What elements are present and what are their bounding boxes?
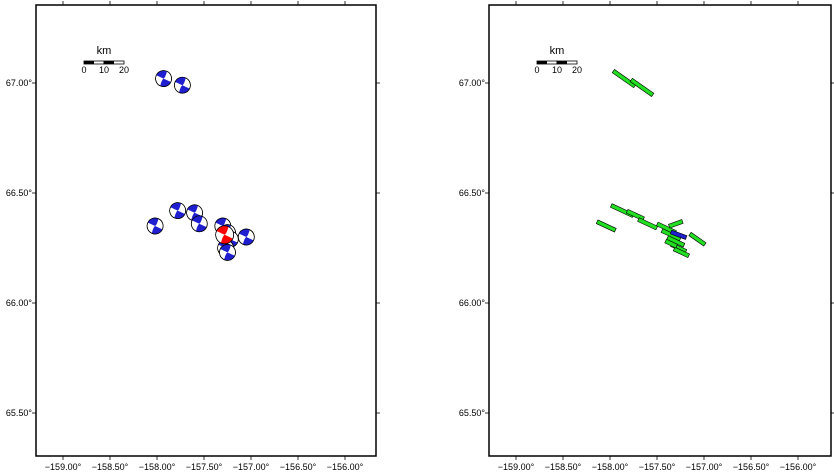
lon-tick-label: −158.00°	[592, 462, 629, 472]
lon-tick-label: −157.50°	[639, 462, 676, 472]
lon-tick-label: −156.50°	[733, 462, 770, 472]
map-panel-right: −159.00° −158.50° −158.00° −157.50° −157.00°…	[459, 1, 834, 472]
beachball-quadrant	[192, 215, 203, 224]
lon-tick-label: −156.50°	[280, 462, 317, 472]
lon-tick-label: −158.50°	[545, 462, 582, 472]
focal-mechanism-icon	[219, 244, 236, 261]
lon-tick-label: −157.50°	[186, 462, 223, 472]
fault-plane	[595, 219, 617, 233]
focal-mechanism-icon	[237, 228, 255, 246]
beachball-quadrant	[187, 204, 198, 213]
lat-tick-label: 66.50°	[6, 188, 33, 198]
scale-bar-unit: km	[550, 45, 565, 57]
beachball-quadrant	[195, 223, 207, 232]
fault-plane	[668, 219, 684, 229]
lat-tick-label: 67.00°	[459, 78, 486, 88]
lon-tick-label: −157.00°	[686, 462, 723, 472]
lon-tick-label: −158.50°	[92, 462, 129, 472]
scale-bar-unit: km	[97, 45, 112, 57]
lon-tick-label: −159.00°	[45, 462, 82, 472]
beachball-rim	[169, 202, 187, 219]
lon-tick-label: −156.00°	[327, 462, 364, 472]
fault-plane	[611, 69, 637, 89]
scale-bar-label: 0	[534, 65, 539, 75]
fault-plane	[637, 217, 658, 231]
lat-tick-label: 67.00°	[6, 78, 33, 88]
scale-bar-label: 20	[119, 65, 129, 75]
beachball-quadrant	[170, 202, 182, 211]
map-panel-left: −159.00° −158.50° −158.00° −157.50° −157.00°…	[6, 1, 380, 472]
scale-bar-label: 10	[99, 65, 109, 75]
lat-tick-label: 66.00°	[6, 298, 33, 308]
beachball-quadrant	[147, 218, 159, 226]
beachball-rim	[174, 76, 191, 94]
lat-tick-label: 65.50°	[6, 408, 33, 418]
beachball-quadrant	[178, 85, 190, 94]
fault-plane	[664, 238, 678, 249]
scale-bar-label: 20	[572, 65, 582, 75]
beachball-quadrant	[216, 225, 229, 235]
scale-bar-fill	[537, 61, 547, 64]
focal-mechanism-icon	[215, 225, 235, 245]
scale-bar-fill	[104, 61, 114, 64]
beachball-quadrant	[239, 229, 250, 237]
beachball-quadrant	[156, 70, 167, 79]
scale-bar-fill	[557, 61, 567, 64]
focal-mechanism-icon	[155, 70, 172, 87]
lat-tick-label: 66.00°	[459, 298, 486, 308]
beachball-quadrant	[220, 244, 231, 253]
beachball-quadrant	[224, 252, 235, 261]
lon-tick-label: −158.00°	[139, 462, 176, 472]
beachball-quadrant	[220, 234, 233, 244]
fault-plane	[688, 231, 707, 247]
beachball-rim	[237, 228, 255, 246]
focal-mechanism-icon	[169, 202, 187, 219]
scale-bar-label: 0	[81, 65, 86, 75]
focal-mechanism-icon	[174, 76, 191, 94]
focal-mechanism-icon	[146, 217, 164, 235]
map-frame	[35, 4, 377, 457]
beachball-rim	[190, 215, 208, 233]
beachball-rim	[146, 217, 164, 235]
lon-tick-label: −156.00°	[780, 462, 817, 472]
focal-mechanism-icon	[190, 215, 208, 233]
beachball-rim	[155, 70, 172, 87]
lon-tick-label: −157.00°	[233, 462, 270, 472]
lat-tick-label: 66.50°	[459, 188, 486, 198]
scale-bar-label: 10	[552, 65, 562, 75]
scale-bar-fill	[84, 61, 94, 64]
beachball-quadrant	[175, 77, 186, 86]
lat-tick-label: 65.50°	[459, 408, 486, 418]
lon-tick-label: −159.00°	[498, 462, 535, 472]
beachball-quadrant	[174, 210, 185, 219]
beachball-quadrant	[215, 218, 227, 226]
beachball-rim	[219, 244, 236, 261]
beachball-quadrant	[151, 226, 163, 234]
beachball-quadrant	[242, 237, 254, 245]
map-frame	[488, 4, 832, 457]
fault-plane	[629, 77, 655, 97]
fault-plane	[672, 246, 691, 259]
beachball-rim	[215, 225, 235, 245]
beachball-quadrant	[160, 78, 171, 87]
fault-plane	[669, 229, 688, 240]
